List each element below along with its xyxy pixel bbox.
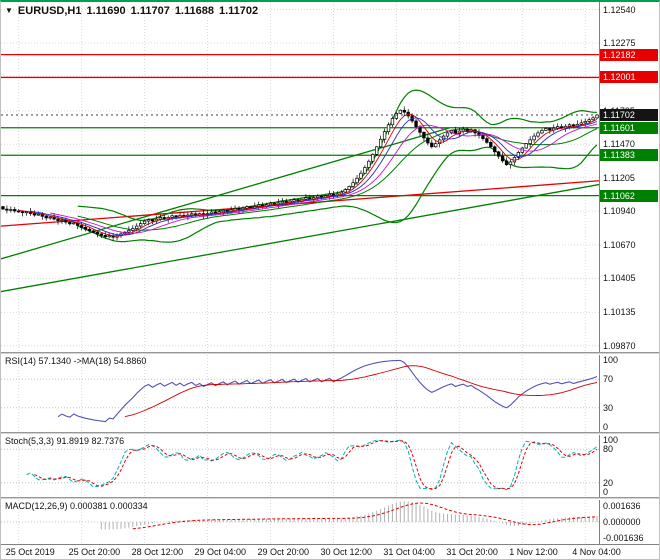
indicator-tick-label: 0.001636 [603, 501, 641, 511]
support-level-tag: 1.11062 [600, 189, 658, 202]
price-tick-label: 1.10135 [603, 307, 636, 318]
candles [1, 106, 599, 242]
chart-symbol-period: EURUSD,H1 [17, 5, 82, 17]
stochastic-canvas[interactable] [1, 435, 599, 497]
quote-close: 1.11702 [218, 5, 259, 17]
panel-splitter[interactable] [1, 497, 659, 500]
indicator-tick-label: 20 [603, 477, 614, 488]
time-axis-label: 31 Oct 20:00 [446, 547, 498, 557]
chart-title: ▼ EURUSD,H1 1.11690 1.11707 1.11688 1.11… [5, 5, 258, 17]
macd-signal-line [132, 502, 598, 530]
time-axis-label: 1 Nov 12:00 [509, 547, 558, 557]
rsi-line [57, 359, 598, 423]
stochastic-panel: Stoch(5,3,3) 91.8919 82.7376 [1, 435, 599, 497]
horizontal-levels[interactable] [1, 53, 599, 197]
price-axis[interactable]: 1.12182 1.12001 1.11601 1.11383 1.11062 … [599, 2, 659, 352]
time-axis-label: 29 Oct 20:00 [257, 547, 310, 557]
indicator-tick-label: 30 [603, 402, 614, 413]
time-axis-label: 25 Oct 20:00 [68, 547, 121, 557]
macd-canvas[interactable] [1, 500, 599, 544]
resistance-level-tag: 1.12001 [600, 71, 658, 84]
price-tick-label: 1.10405 [603, 273, 636, 284]
price-tick-label: 1.10670 [603, 239, 636, 250]
quote-open: 1.11690 [86, 5, 126, 17]
rsi-axis: 100 70 30 0 [599, 355, 659, 432]
macd-panel: MACD(12,26,9) 0.000381 0.000334 [1, 500, 599, 544]
price-tick-label: 1.12275 [603, 37, 636, 48]
bollinger-middle-band [77, 128, 598, 231]
stochastic-indicator-label: Stoch(5,3,3) 91.8919 82.7376 [5, 436, 125, 446]
stochastic-k-line [26, 439, 598, 491]
moving-averages [18, 113, 598, 237]
time-axis-label: 31 Oct 04:00 [383, 547, 435, 557]
rsi-panel: RSI(14) 57.1340 ->MA(18) 54.8860 [1, 355, 599, 432]
resistance-level-tag: 1.12182 [600, 48, 658, 61]
stochastic-d-line [34, 440, 598, 490]
macd-indicator-label: MACD(12,26,9) 0.000381 0.000334 [5, 501, 148, 511]
rsi-ma-line [124, 365, 598, 418]
indicator-tick-label: 80 [603, 444, 614, 455]
time-axis-label: 28 Oct 12:00 [131, 547, 184, 557]
stochastic-axis: 100 80 20 0 [599, 435, 659, 497]
quote-high: 1.11707 [130, 5, 170, 17]
indicator-tick-label: 0 [603, 422, 609, 432]
price-tick-label: 1.11470 [603, 139, 635, 150]
indicator-tick-label: 100 [603, 435, 619, 445]
panel-splitter[interactable] [1, 432, 659, 435]
grid [1, 2, 599, 352]
time-axis-label: 25 Oct 2019 [5, 547, 55, 557]
indicator-tick-label: 70 [603, 374, 614, 385]
time-axis-label: 30 Oct 12:00 [320, 547, 372, 557]
price-tick-label: 1.09870 [603, 340, 636, 351]
indicator-tick-label: 100 [603, 355, 619, 365]
rsi-indicator-label: RSI(14) 57.1340 ->MA(18) 54.8860 [5, 356, 147, 366]
support-level-tag: 1.11383 [600, 149, 658, 162]
time-axis[interactable]: 25 Oct 2019 25 Oct 20:00 28 Oct 12:00 29 Oc… [1, 544, 659, 559]
macd-axis: 0.001636 0.000000 -0.001636 [599, 500, 659, 544]
time-axis-label: 4 Nov 04:00 [572, 547, 621, 557]
panel-splitter[interactable] [1, 352, 659, 355]
price-tick-label: 1.10940 [603, 205, 636, 216]
time-axis-label: 29 Oct 04:00 [194, 547, 247, 557]
current-price-tag: 1.11702 [600, 109, 658, 122]
indicator-tick-label: 0 [603, 487, 609, 497]
chart-dropdown-arrow-icon[interactable]: ▼ [5, 6, 13, 15]
price-tick-label: 1.12540 [603, 4, 636, 15]
price-chart-panel: ▼ EURUSD,H1 1.11690 1.11707 1.11688 1.11… [1, 2, 599, 352]
support-level-tag: 1.11601 [600, 121, 658, 134]
rsi-canvas[interactable] [1, 355, 599, 432]
price-chart-canvas[interactable] [1, 2, 599, 352]
price-tick-label: 1.11205 [603, 172, 635, 183]
indicator-tick-label: -0.001636 [603, 533, 644, 543]
indicator-tick-label: 0.000000 [603, 517, 641, 527]
quote-low: 1.11688 [174, 5, 214, 17]
